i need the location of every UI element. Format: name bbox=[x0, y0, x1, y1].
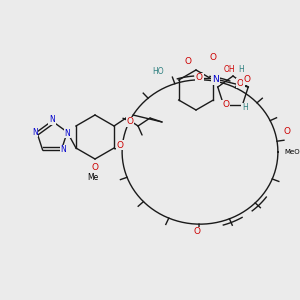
Text: O: O bbox=[184, 58, 191, 67]
Text: N: N bbox=[61, 146, 66, 154]
Text: O: O bbox=[284, 128, 291, 136]
Text: O: O bbox=[116, 140, 124, 149]
Text: N: N bbox=[64, 129, 70, 138]
Text: Me: Me bbox=[87, 172, 99, 182]
Text: N: N bbox=[32, 128, 38, 136]
Text: O: O bbox=[127, 118, 134, 127]
Text: N: N bbox=[49, 116, 55, 124]
Text: O: O bbox=[194, 227, 200, 236]
Text: O: O bbox=[237, 79, 244, 88]
Text: HO: HO bbox=[152, 68, 164, 76]
Text: O: O bbox=[92, 163, 98, 172]
Text: O: O bbox=[222, 100, 229, 109]
Text: O: O bbox=[196, 74, 203, 82]
Text: H: H bbox=[238, 65, 244, 74]
Text: OH: OH bbox=[223, 65, 235, 74]
Text: O: O bbox=[209, 53, 217, 62]
Text: N: N bbox=[212, 76, 219, 85]
Text: H: H bbox=[242, 103, 248, 112]
Text: MeO: MeO bbox=[284, 149, 300, 155]
Text: O: O bbox=[244, 76, 250, 85]
